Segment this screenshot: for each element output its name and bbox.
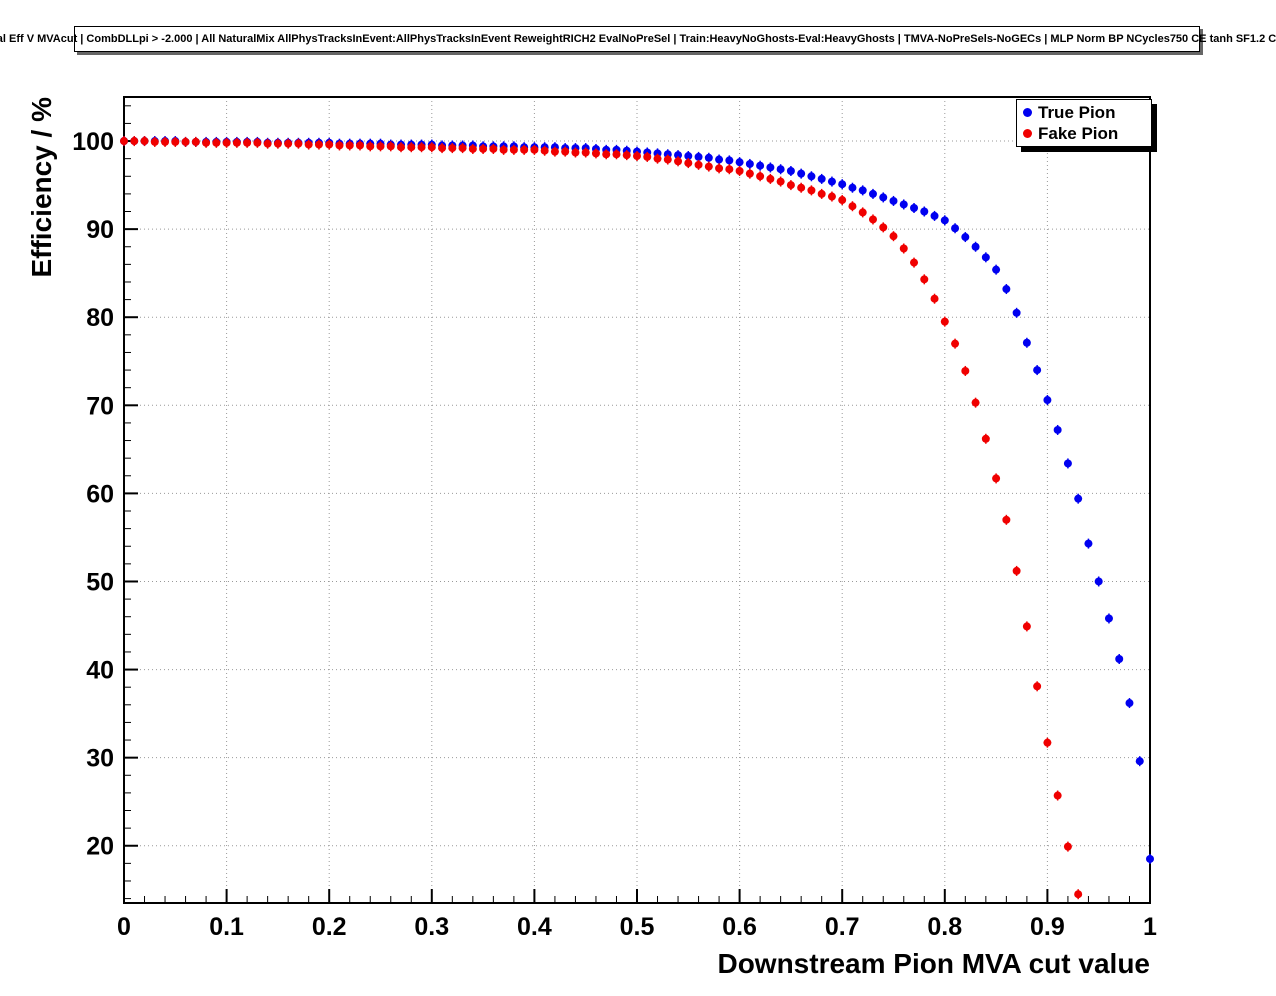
legend: True Pion Fake Pion [1016,99,1152,147]
x-axis-title: Downstream Pion MVA cut value [717,948,1150,979]
svg-text:70: 70 [86,392,114,420]
svg-text:0.5: 0.5 [620,913,655,941]
legend-entry-fake-pion: Fake Pion [1017,123,1151,144]
plot-title: Downstream Pion Signal Eff V MVAcut | Co… [0,33,1276,45]
svg-text:0.8: 0.8 [927,913,962,941]
svg-text:0.4: 0.4 [517,913,552,941]
svg-text:100: 100 [72,128,114,156]
plot-title-pave: Downstream Pion Signal Eff V MVAcut | Co… [0,26,1276,52]
svg-text:1: 1 [1143,913,1157,941]
true-pion-marker-icon [1023,108,1032,117]
svg-text:40: 40 [86,657,114,685]
svg-text:0.2: 0.2 [312,913,347,941]
svg-text:50: 50 [86,568,114,596]
svg-text:0.7: 0.7 [825,913,860,941]
fake-pion-marker-icon [1023,129,1032,138]
y-axis-title: Efficiency / % [26,97,57,278]
legend-label: True Pion [1038,102,1116,122]
legend-label: Fake Pion [1038,123,1119,143]
svg-text:0: 0 [117,913,131,941]
svg-text:20: 20 [86,833,114,861]
legend-entry-true-pion: True Pion [1017,102,1151,123]
svg-text:60: 60 [86,480,114,508]
svg-text:0.3: 0.3 [414,913,449,941]
svg-text:30: 30 [86,745,114,773]
svg-text:0.9: 0.9 [1030,913,1065,941]
svg-text:0.6: 0.6 [722,913,757,941]
svg-text:0.1: 0.1 [209,913,244,941]
svg-text:90: 90 [86,216,114,244]
svg-text:80: 80 [86,304,114,332]
